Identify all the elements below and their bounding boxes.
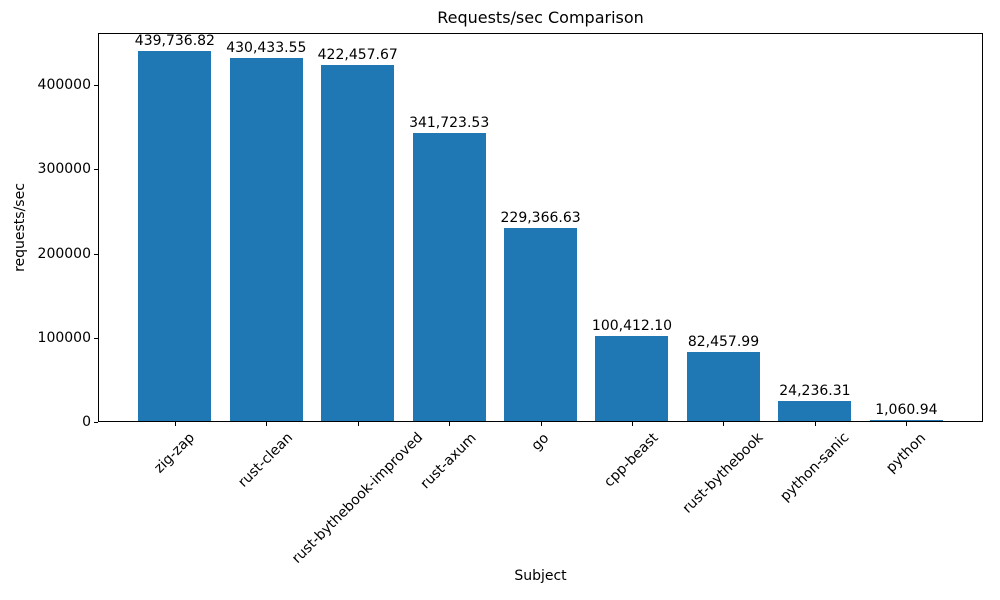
x-tick-mark [174,422,176,426]
bar-value-label: 430,433.55 [226,40,307,57]
x-tick-mark [814,422,816,426]
y-tick-mark [94,253,98,255]
x-tick-mark [631,422,633,426]
bar [321,65,395,421]
bar [412,133,486,421]
bar [229,58,303,421]
y-tick-mark [94,85,98,86]
bar-value-label: 439,736.82 [134,32,215,49]
bar [503,227,578,421]
bar [595,336,669,421]
x-tick-label: go [528,429,553,454]
x-tick-mark [266,422,268,426]
x-tick-mark [723,422,725,426]
bar-value-label: 341,723.53 [409,115,490,132]
y-tick-mark [94,337,98,339]
x-tick-label: rust-bythebook [679,430,767,517]
bar-value-label: 229,366.63 [500,209,581,226]
x-tick-label: cpp-beast [601,429,662,491]
y-tick-label: 400000 [37,77,91,93]
bar [686,351,760,421]
y-tick-label: 200000 [37,245,91,262]
y-tick-mark [94,169,98,171]
bar-value-label: 100,412.10 [591,318,673,335]
x-tick-label: python [882,429,929,476]
bar [778,400,852,421]
x-axis-label: Subject [514,568,567,584]
y-tick-label: 100000 [37,329,91,346]
bar-value-label: 24,236.31 [779,382,851,399]
x-tick-mark [449,422,451,426]
x-tick-mark [357,422,359,426]
x-tick-label: zig-zap [151,429,198,477]
bar-value-label: 1,060.94 [875,402,938,419]
x-tick-label: rust-bythebook-improved [288,429,426,568]
x-tick-label: python-sanic [776,429,853,506]
y-tick-mark [94,422,98,423]
bar [138,50,212,421]
y-tick-label: 0 [82,414,91,430]
y-tick-label: 300000 [37,161,91,178]
x-tick-label: rust-axum [417,430,480,493]
x-tick-label: rust-clean [235,429,297,491]
chart-title: Requests/sec Comparison [437,8,644,27]
bar-value-label: 422,457.67 [317,47,398,64]
x-tick-mark [906,422,908,426]
plot-area [98,33,983,422]
bar [869,420,943,421]
bar-value-label: 82,457.99 [687,333,760,350]
x-tick-mark [540,422,542,426]
